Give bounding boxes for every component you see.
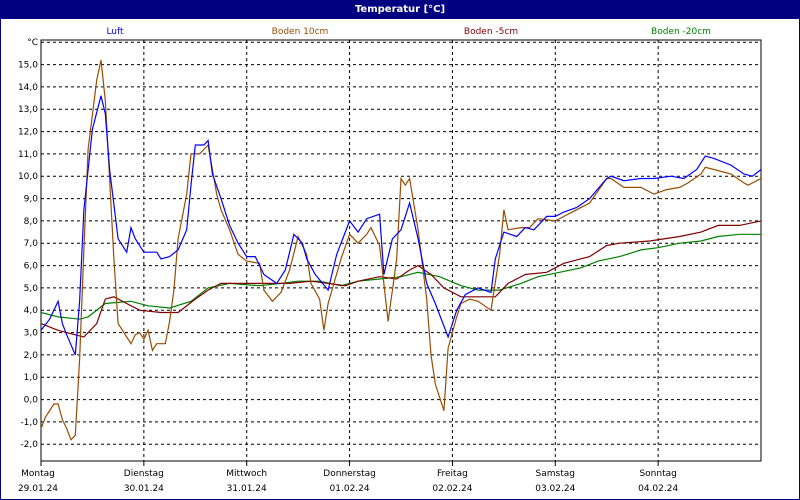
x-tick-date: 30.01.24 bbox=[124, 484, 164, 494]
y-tick-label: 6,0 bbox=[24, 262, 39, 272]
x-tick-day: Freitag bbox=[437, 469, 468, 479]
y-tick-label: 2,0 bbox=[24, 351, 39, 361]
x-tick-date: 01.02.24 bbox=[330, 484, 370, 494]
y-tick-label: 15,0 bbox=[18, 61, 38, 71]
legend-entry: Luft bbox=[106, 27, 124, 37]
y-tick-label: -1,0 bbox=[20, 418, 38, 428]
x-tick-date: 31.01.24 bbox=[227, 484, 267, 494]
y-tick-label: 1,0 bbox=[24, 373, 39, 383]
y-tick-label: 0,0 bbox=[24, 396, 39, 406]
x-tick-date: 04.02.24 bbox=[638, 484, 678, 494]
y-tick-label: -2,0 bbox=[20, 440, 38, 450]
y-tick-label: 5,0 bbox=[24, 284, 39, 294]
legend-entry: Boden 10cm bbox=[272, 27, 329, 37]
series-line-boden-10cm bbox=[40, 59, 762, 441]
y-tick-label: 4,0 bbox=[24, 306, 39, 316]
y-tick-label: 9,0 bbox=[24, 195, 39, 205]
y-tick-label: 11,0 bbox=[18, 150, 38, 160]
y-axis-unit: °C bbox=[27, 38, 38, 48]
x-tick-day: Mittwoch bbox=[226, 469, 267, 479]
y-tick-label: 3,0 bbox=[24, 329, 39, 339]
y-tick-label: 8,0 bbox=[24, 217, 39, 227]
legend-entry: Boden -20cm bbox=[651, 27, 711, 37]
y-tick-label: 13,0 bbox=[18, 105, 38, 115]
series-line-boden-5cm bbox=[40, 220, 762, 338]
x-tick-day: Donnerstag bbox=[323, 469, 376, 479]
x-tick-day: Samstag bbox=[536, 469, 575, 479]
x-tick-day: Dienstag bbox=[124, 469, 164, 479]
x-tick-day: Montag bbox=[21, 469, 55, 479]
plot-frame bbox=[40, 39, 762, 462]
legend-entry: Boden -5cm bbox=[464, 27, 518, 37]
y-tick-label: 12,0 bbox=[18, 128, 38, 138]
x-tick-date: 02.02.24 bbox=[432, 484, 472, 494]
window-title: Temperatur [°C] bbox=[1, 1, 799, 19]
x-tick-date: 29.01.24 bbox=[18, 484, 58, 494]
y-tick-label: 14,0 bbox=[18, 83, 38, 93]
y-tick-label: 7,0 bbox=[24, 239, 39, 249]
x-tick-day: Sonntag bbox=[639, 469, 676, 479]
y-tick-label: 10,0 bbox=[18, 172, 38, 182]
x-tick-date: 03.02.24 bbox=[535, 484, 575, 494]
series-line-luft bbox=[40, 95, 762, 356]
